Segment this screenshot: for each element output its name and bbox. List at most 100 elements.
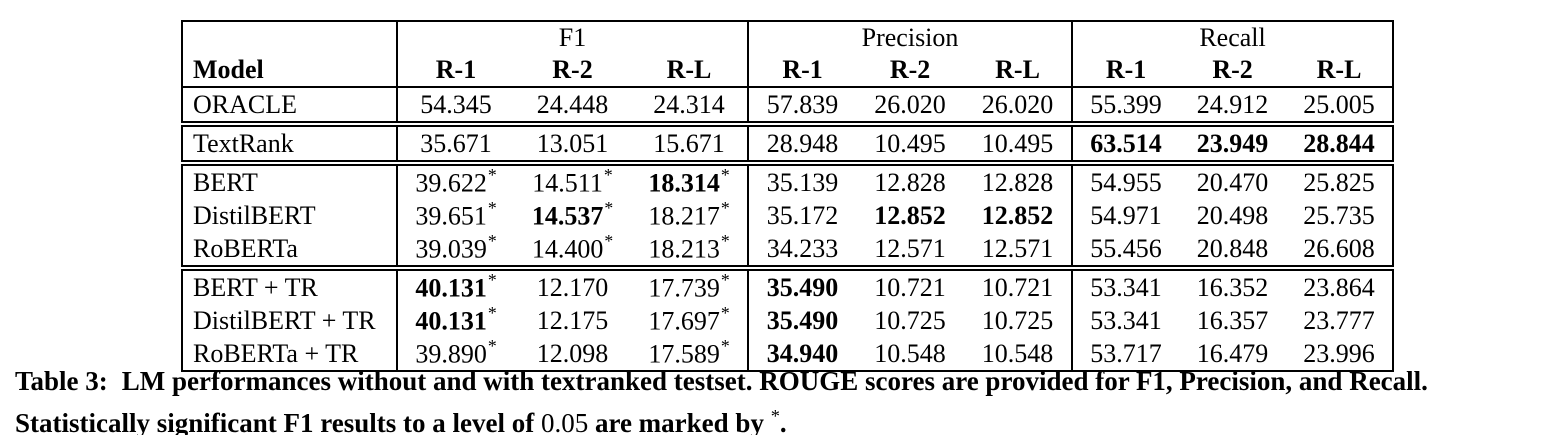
caption-line2-pre: Statistically significant F1 results to …	[15, 408, 541, 435]
significance-star: *	[487, 198, 497, 219]
table-row: DistilBERT 39.651* 14.537* 18.217* 35.172 12.…	[182, 198, 1393, 232]
score-cell: 25.005	[1286, 87, 1393, 124]
score-cell: 35.490	[748, 304, 856, 337]
score-cell: 28.948	[748, 124, 856, 163]
score-value: 25.005	[1303, 89, 1375, 119]
score-value: 16.352	[1196, 272, 1269, 302]
score-cell: 12.098	[514, 337, 631, 371]
score-cell: 53.341	[1072, 268, 1179, 304]
score-value: 10.725	[981, 305, 1054, 335]
score-cell: 25.735	[1286, 199, 1393, 232]
score-value: 17.589	[648, 339, 720, 369]
score-value: 12.852	[981, 200, 1054, 230]
score-value: 12.175	[536, 305, 609, 335]
score-value: 14.537	[531, 201, 604, 231]
caption-line1: LM performances without and with textran…	[121, 366, 1428, 396]
score-cell: 12.852	[856, 199, 964, 232]
group-header-precision: Precision	[748, 21, 1074, 53]
score-value: 24.912	[1196, 89, 1269, 119]
score-value: 15.671	[653, 128, 725, 158]
score-value: 54.345	[420, 89, 492, 119]
metric-header-rl: R-L	[1316, 54, 1362, 84]
score-cell: 55.399	[1072, 87, 1179, 124]
score-cell: 12.175	[514, 304, 631, 337]
score-cell: 28.844	[1286, 124, 1393, 163]
score-cell: 12.828	[964, 163, 1074, 199]
score-value: 23.949	[1196, 128, 1269, 158]
model-cell: DistilBERT + TR	[182, 304, 398, 337]
metric-header-r1: R-1	[782, 54, 823, 84]
score-cell: 25.825	[1286, 163, 1393, 199]
score-cell: 23.864	[1286, 268, 1393, 304]
score-value: 35.490	[766, 272, 839, 302]
significance-star: *	[487, 270, 497, 291]
score-value: 16.479	[1196, 338, 1269, 368]
score-value: 55.456	[1090, 233, 1162, 263]
significance-star: *	[487, 336, 497, 357]
score-value: 35.172	[766, 200, 839, 230]
score-value: 20.498	[1196, 200, 1269, 230]
score-value: 26.608	[1303, 233, 1375, 263]
score-value: 10.495	[981, 128, 1054, 158]
score-value: 14.400	[531, 234, 604, 264]
metric-header-r1: R-1	[435, 54, 477, 84]
section-oracle: ORACLE 54.345 24.448 24.314 57.839 26.020 26.0…	[182, 87, 1393, 124]
model-cell: BERT	[182, 163, 398, 199]
score-value: 53.717	[1090, 338, 1162, 368]
score-value: 13.051	[536, 128, 609, 158]
score-value: 12.098	[536, 338, 609, 368]
significance-star: *	[770, 406, 780, 426]
score-value: 20.470	[1196, 167, 1269, 197]
score-value: 53.341	[1090, 305, 1162, 335]
score-value: 12.571	[981, 233, 1054, 263]
score-value: 25.735	[1303, 200, 1375, 230]
metric-header-row: Model R-1 R-2 R-L R-1 R-2 R-L R-1 R-2 R-…	[182, 53, 1393, 87]
score-cell: 16.357	[1179, 304, 1286, 337]
score-cell: 17.697*	[631, 303, 750, 337]
score-value: 23.864	[1303, 272, 1375, 302]
table-row: RoBERTa 39.039* 14.400* 18.213* 34.233 12.571…	[182, 231, 1393, 268]
table-row: ORACLE 54.345 24.448 24.314 57.839 26.020 26.0…	[182, 87, 1393, 124]
score-cell: 26.020	[856, 87, 964, 124]
score-value: 10.495	[874, 128, 946, 158]
model-cell: ORACLE	[182, 87, 398, 124]
table-row: DistilBERT + TR 40.131* 12.175 17.697* 35.49…	[182, 303, 1393, 337]
score-cell: 34.940	[748, 337, 856, 371]
score-value: 24.314	[653, 89, 725, 119]
score-value: 20.848	[1196, 233, 1269, 263]
table-caption: Table 3: LM performances without and with…	[15, 364, 1555, 435]
score-cell: 16.352	[1179, 268, 1286, 304]
score-cell: 20.848	[1179, 232, 1286, 268]
significance-star: *	[604, 198, 614, 219]
score-cell: 24.448	[514, 87, 631, 124]
score-value: 12.852	[874, 200, 946, 230]
score-value: 18.217	[648, 201, 720, 231]
score-cell: 10.548	[856, 337, 964, 371]
score-cell: 39.651*	[397, 198, 514, 232]
metric-header-r2: R-2	[1212, 54, 1253, 84]
score-cell: 40.131*	[397, 303, 514, 337]
score-value: 12.170	[536, 272, 609, 302]
score-value: 12.571	[874, 233, 946, 263]
score-value: 12.828	[981, 167, 1054, 197]
score-cell: 39.890*	[397, 336, 514, 371]
score-value: 10.721	[874, 272, 946, 302]
score-value: 10.548	[874, 338, 946, 368]
score-value: 23.777	[1303, 305, 1375, 335]
score-value: 14.511	[532, 168, 603, 198]
score-cell: 20.470	[1179, 163, 1286, 199]
significance-star: *	[720, 198, 730, 219]
score-cell: 14.537*	[514, 198, 631, 232]
score-cell: 35.139	[748, 163, 856, 199]
score-cell: 20.498	[1179, 199, 1286, 232]
significance-star: *	[604, 231, 614, 252]
significance-star: *	[487, 165, 497, 186]
score-cell: 57.839	[748, 87, 856, 124]
score-cell: 10.721	[856, 268, 964, 304]
score-value: 55.399	[1090, 89, 1162, 119]
score-value: 40.131	[415, 306, 487, 336]
score-value: 10.721	[981, 272, 1054, 302]
score-cell: 10.548	[964, 337, 1074, 371]
score-cell: 23.996	[1286, 337, 1393, 371]
score-cell: 39.039*	[397, 231, 514, 268]
